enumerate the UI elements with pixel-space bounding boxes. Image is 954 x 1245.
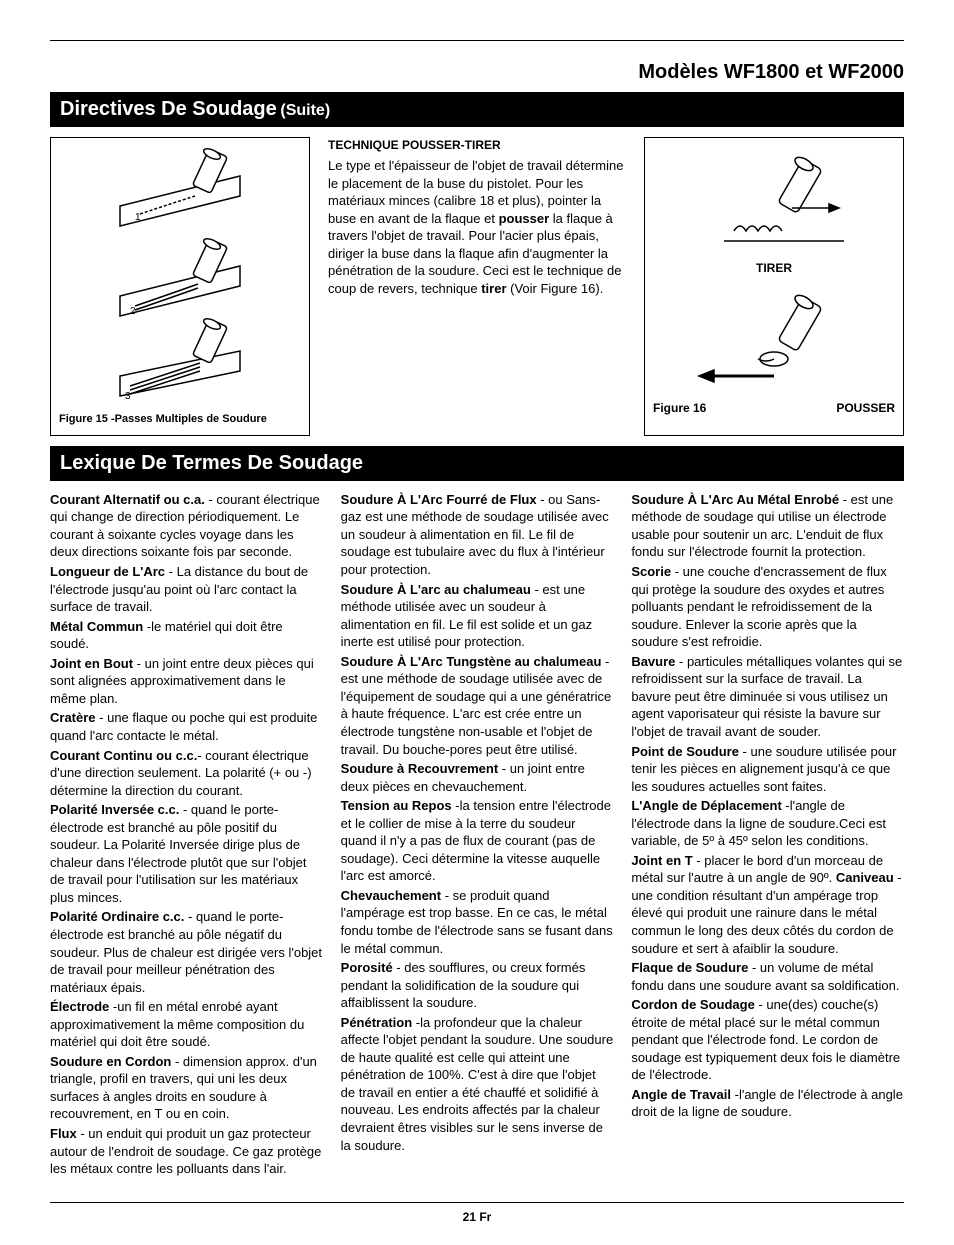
- glossary-entry: Soudure en Cordon - dimension approx. d'…: [50, 1053, 323, 1123]
- glossary-term: Courant Continu ou c.c.: [50, 748, 197, 763]
- glossary-term: Soudure À L'Arc Au Métal Enrobé: [631, 492, 839, 507]
- glossary-term: Soudure À L'arc au chalumeau: [341, 582, 531, 597]
- tech-text-e: (Voir Figure 16).: [507, 281, 604, 296]
- glossary-term: Électrode: [50, 999, 109, 1014]
- glossary-term: Angle de Travail: [631, 1087, 731, 1102]
- bar2-text: Lexique De Termes De Soudage: [60, 452, 363, 474]
- glossary-term: Point de Soudure: [631, 744, 739, 759]
- section-bar-lexique: Lexique De Termes De Soudage: [50, 446, 904, 481]
- glossary-entry: Polarité Ordinaire c.c. - quand le porte…: [50, 908, 323, 996]
- page-footer: 21 Fr: [50, 1202, 904, 1225]
- glossary-entry: Cordon de Soudage - une(des) couche(s) é…: [631, 996, 904, 1084]
- glossary-term: Cratère: [50, 710, 96, 725]
- glossary-entry: Soudure À L'Arc Au Métal Enrobé - est un…: [631, 491, 904, 561]
- tech-bold-pousser: pousser: [499, 211, 550, 226]
- glossary-term: Polarité Inversée c.c.: [50, 802, 179, 817]
- glossary-entry: Pénétration -la profondeur que la chaleu…: [341, 1014, 614, 1154]
- glossary-entry: Polarité Inversée c.c. - quand le porte-…: [50, 801, 323, 906]
- glossary-term: Soudure À L'Arc Tungstène au chalumeau: [341, 654, 602, 669]
- glossary-entry: Scorie - une couche d'encrassement de fl…: [631, 563, 904, 651]
- glossary-entry: Soudure À L'Arc Tungstène au chalumeau -…: [341, 653, 614, 758]
- glossary-term: Soudure en Cordon: [50, 1054, 171, 1069]
- figure-16-pousser-label: POUSSER: [836, 400, 895, 416]
- bar1-main: Directives De Soudage: [60, 98, 277, 120]
- svg-text:1: 1: [135, 212, 141, 223]
- glossary-entry: Soudure À L'arc au chalumeau - est une m…: [341, 581, 614, 651]
- glossary-term: Tension au Repos: [341, 798, 452, 813]
- figure-16: TIRER Figure 16 POUSSER: [644, 137, 904, 436]
- glossary-term: Longueur de L'Arc: [50, 564, 165, 579]
- glossary-entry: Courant Continu ou c.c.- courant électri…: [50, 747, 323, 800]
- glossary-entry: Joint en T - placer le bord d'un morceau…: [631, 852, 904, 957]
- glossary-term: Chevauchement: [341, 888, 441, 903]
- glossary-term: Porosité: [341, 960, 393, 975]
- glossary-term: L'Angle de Déplacement: [631, 798, 781, 813]
- glossary-term: Soudure à Recouvrement: [341, 761, 499, 776]
- figure-16-label: Figure 16: [653, 400, 706, 416]
- glossary-entry: Soudure À L'Arc Fourré de Flux - ou Sans…: [341, 491, 614, 579]
- glossary-definition: - est une méthode de soudage utilisée av…: [341, 654, 612, 757]
- glossary-definition: - quand le porte-électrode est branché a…: [50, 802, 306, 905]
- glossary-entry: Porosité - des soufflures, ou creux form…: [341, 959, 614, 1012]
- glossary-definition: - un enduit qui produit un gaz protecteu…: [50, 1126, 321, 1176]
- tech-bold-tirer: tirer: [481, 281, 506, 296]
- glossary-term: Bavure: [631, 654, 675, 669]
- glossary-entry: Flaque de Soudure - un volume de métal f…: [631, 959, 904, 994]
- figure-15: 1 2 3 Figure 15 -Passes Mul: [50, 137, 310, 436]
- glossary-term: Flaque de Soudure: [631, 960, 748, 975]
- technique-paragraph: Le type et l'épaisseur de l'objet de tra…: [328, 157, 626, 297]
- glossary-term: Métal Commun: [50, 619, 143, 634]
- glossary-entry: Longueur de L'Arc - La distance du bout …: [50, 563, 323, 616]
- bar1-sub: (Suite): [280, 102, 330, 119]
- glossary-entry: Électrode -un fil en métal enrobé ayant …: [50, 998, 323, 1051]
- upper-grid: 1 2 3 Figure 15 -Passes Mul: [50, 137, 904, 436]
- glossary-entry: Point de Soudure - une soudure utilisée …: [631, 743, 904, 796]
- section-bar-directives: Directives De Soudage (Suite): [50, 92, 904, 127]
- technique-block: TECHNIQUE POUSSER-TIRER Le type et l'épa…: [328, 137, 626, 436]
- glossary-term: Pénétration: [341, 1015, 413, 1030]
- glossary-entry: Courant Alternatif ou c.a. - courant éle…: [50, 491, 323, 561]
- figure-16-pousser-svg: [674, 284, 874, 394]
- lexique-columns: Courant Alternatif ou c.a. - courant éle…: [50, 491, 904, 1178]
- glossary-entry: Métal Commun -le matériel qui doit être …: [50, 618, 323, 653]
- svg-text:2: 2: [130, 306, 136, 317]
- glossary-entry: Angle de Travail -l'angle de l'électrode…: [631, 1086, 904, 1121]
- figure-16-tirer-label: TIRER: [653, 260, 895, 276]
- glossary-definition: -la profondeur que la chaleur affecte l'…: [341, 1015, 614, 1153]
- glossary-term: Polarité Ordinaire c.c.: [50, 909, 184, 924]
- top-rule: [50, 40, 904, 41]
- glossary-term: Courant Alternatif ou c.a.: [50, 492, 205, 507]
- technique-heading: TECHNIQUE POUSSER-TIRER: [328, 137, 626, 153]
- glossary-term: Joint en Bout: [50, 656, 133, 671]
- glossary-entry: Soudure à Recouvrement - un joint entre …: [341, 760, 614, 795]
- svg-text:3: 3: [125, 391, 131, 402]
- glossary-entry: L'Angle de Déplacement -l'angle de l'éle…: [631, 797, 904, 850]
- glossary-entry: Bavure - particules métalliques volantes…: [631, 653, 904, 741]
- figure-15-svg: 1 2 3: [80, 146, 280, 406]
- glossary-entry: Chevauchement - se produit quand l'ampér…: [341, 887, 614, 957]
- glossary-term: Joint en T: [631, 853, 692, 868]
- glossary-term: Soudure À L'Arc Fourré de Flux: [341, 492, 537, 507]
- glossary-entry: Cratère - une flaque ou poche qui est pr…: [50, 709, 323, 744]
- glossary-entry: Flux - un enduit qui produit un gaz prot…: [50, 1125, 323, 1178]
- glossary-entry: Joint en Bout - un joint entre deux pièc…: [50, 655, 323, 708]
- figure-16-tirer-svg: [674, 146, 874, 256]
- glossary-term: Scorie: [631, 564, 671, 579]
- figure-15-caption: Figure 15 -Passes Multiples de Soudure: [59, 412, 301, 427]
- glossary-entry: Tension au Repos -la tension entre l'éle…: [341, 797, 614, 885]
- glossary-term: Caniveau: [836, 870, 894, 885]
- page-header: Modèles WF1800 et WF2000: [50, 59, 904, 86]
- glossary-term: Flux: [50, 1126, 77, 1141]
- glossary-term: Cordon de Soudage: [631, 997, 755, 1012]
